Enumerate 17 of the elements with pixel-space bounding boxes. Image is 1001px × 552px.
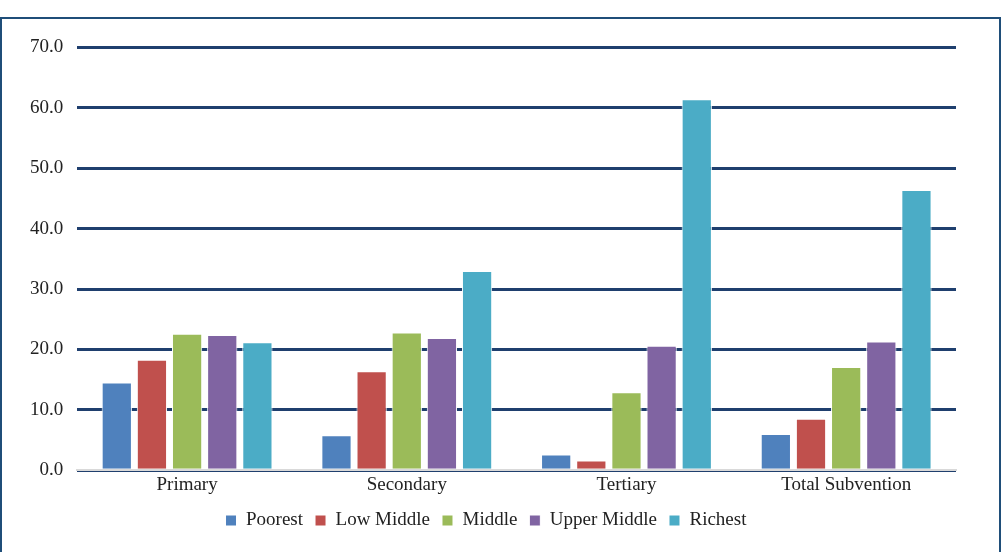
y-tick-label: 40.0 <box>30 216 64 238</box>
legend-label: Richest <box>689 508 748 530</box>
y-tick-label: 60.0 <box>30 95 64 117</box>
legend-label: Low Middle <box>335 508 430 530</box>
y-tick-label: 10.0 <box>30 397 64 419</box>
x-tick-label: Secondary <box>366 472 448 494</box>
y-tick-label: 20.0 <box>30 337 64 359</box>
legend-label: Middle <box>462 508 518 530</box>
legend-label: Poorest <box>246 508 304 530</box>
x-tick-label: Tertiary <box>596 472 657 494</box>
x-tick-label: Primary <box>156 472 219 494</box>
y-tick-label: 50.0 <box>30 156 64 178</box>
y-tick-label: 70.0 <box>30 35 64 57</box>
y-tick-label: 30.0 <box>30 276 64 298</box>
y-tick-label: 0.0 <box>39 458 64 480</box>
x-tick-label: Total Subvention <box>781 472 912 494</box>
legend-label: Upper Middle <box>549 508 657 530</box>
